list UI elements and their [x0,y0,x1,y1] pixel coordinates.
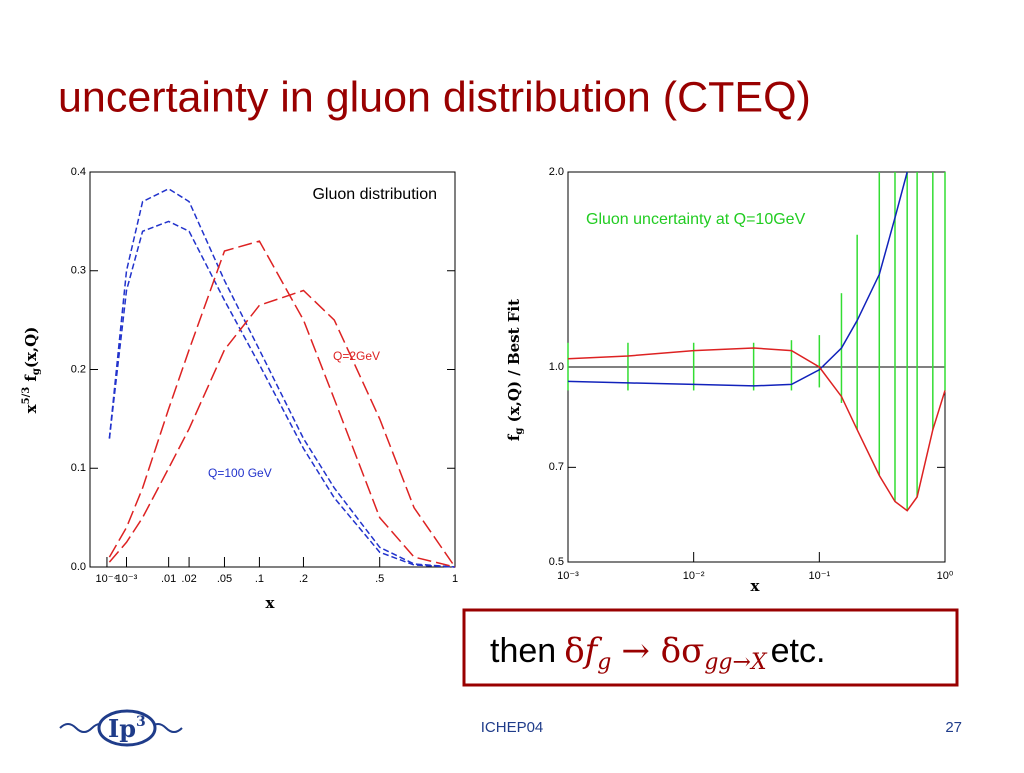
logo-part: 3 [136,714,146,730]
y-label: x5/3 fg(x,Q) [21,327,42,414]
slide-title: uncertainty in gluon distribution (CTEQ) [58,73,811,121]
note-text: then δfg → δσgg→X etc. [490,631,825,675]
y-label-part: f [22,374,40,387]
y-tick-label: 0.4 [71,166,86,178]
note-part: gg→X [704,650,768,675]
series-line [567,347,946,512]
y-tick-label: 0.2 [71,363,86,375]
y-tick-label: 0.3 [71,265,86,277]
y-tick-label: 2.0 [549,166,564,178]
annotation: Gluon uncertainty at Q=10GeV [586,211,806,228]
x-tick-label: .5 [375,573,384,585]
x-tick-label: .1 [255,573,264,585]
x-tick-label: 10⁻⁴ [96,573,119,585]
note-part: g [597,650,611,675]
note-box [462,608,959,687]
note-part: then [490,632,556,670]
page-number: 27 [945,719,962,736]
x-tick-label: .01 [161,573,176,585]
note-part: etc. [771,632,826,670]
logo-part: Ip [108,714,136,743]
x-label: x [751,577,761,595]
series-line [108,220,456,568]
x-tick-label: .02 [181,573,196,585]
y-label: fg (x,Q) / Best Fit [505,299,525,441]
series-line [108,240,456,568]
x-tick-label: 1 [452,573,458,585]
series-line [108,187,456,568]
footer: ICHEP04 [481,719,544,736]
x-tick-label: 10⁻³ [116,573,138,585]
x-tick-label: 10⁻³ [557,570,579,582]
y-label-part: (x,Q) / Best Fit [505,299,523,428]
logo-ring [97,709,157,747]
y-label-part: (x,Q) [22,327,40,368]
series-line [567,171,908,387]
x-tick-label: .2 [299,573,308,585]
x-tick-label: .05 [217,573,232,585]
annotation: Gluon distribution [312,186,437,203]
note-part: δ [564,631,584,671]
annotation: Q=100 GeV [208,466,272,480]
series-line [108,289,456,568]
note-part: → δσ [621,631,704,671]
y-label-part: 5/3 [21,387,32,405]
x-label: x [266,594,276,612]
y-label-part: g [31,368,42,375]
y-tick-label: 1.0 [549,361,564,373]
y-tick-label: 0.0 [71,561,86,573]
x-tick-label: 10⁰ [937,570,954,582]
x-tick-label: 10⁻² [683,570,705,582]
annotation: Q=2GeV [333,349,380,363]
y-label-part: x [22,403,40,413]
x-tick-label: 10⁻¹ [808,570,830,582]
y-label-part: f [505,433,523,441]
logo-text: Ip3 [108,714,146,743]
y-label-part: g [514,428,525,435]
y-tick-label: 0.1 [71,462,86,474]
y-tick-label: 0.5 [549,556,564,568]
y-tick-label: 0.7 [549,461,564,473]
